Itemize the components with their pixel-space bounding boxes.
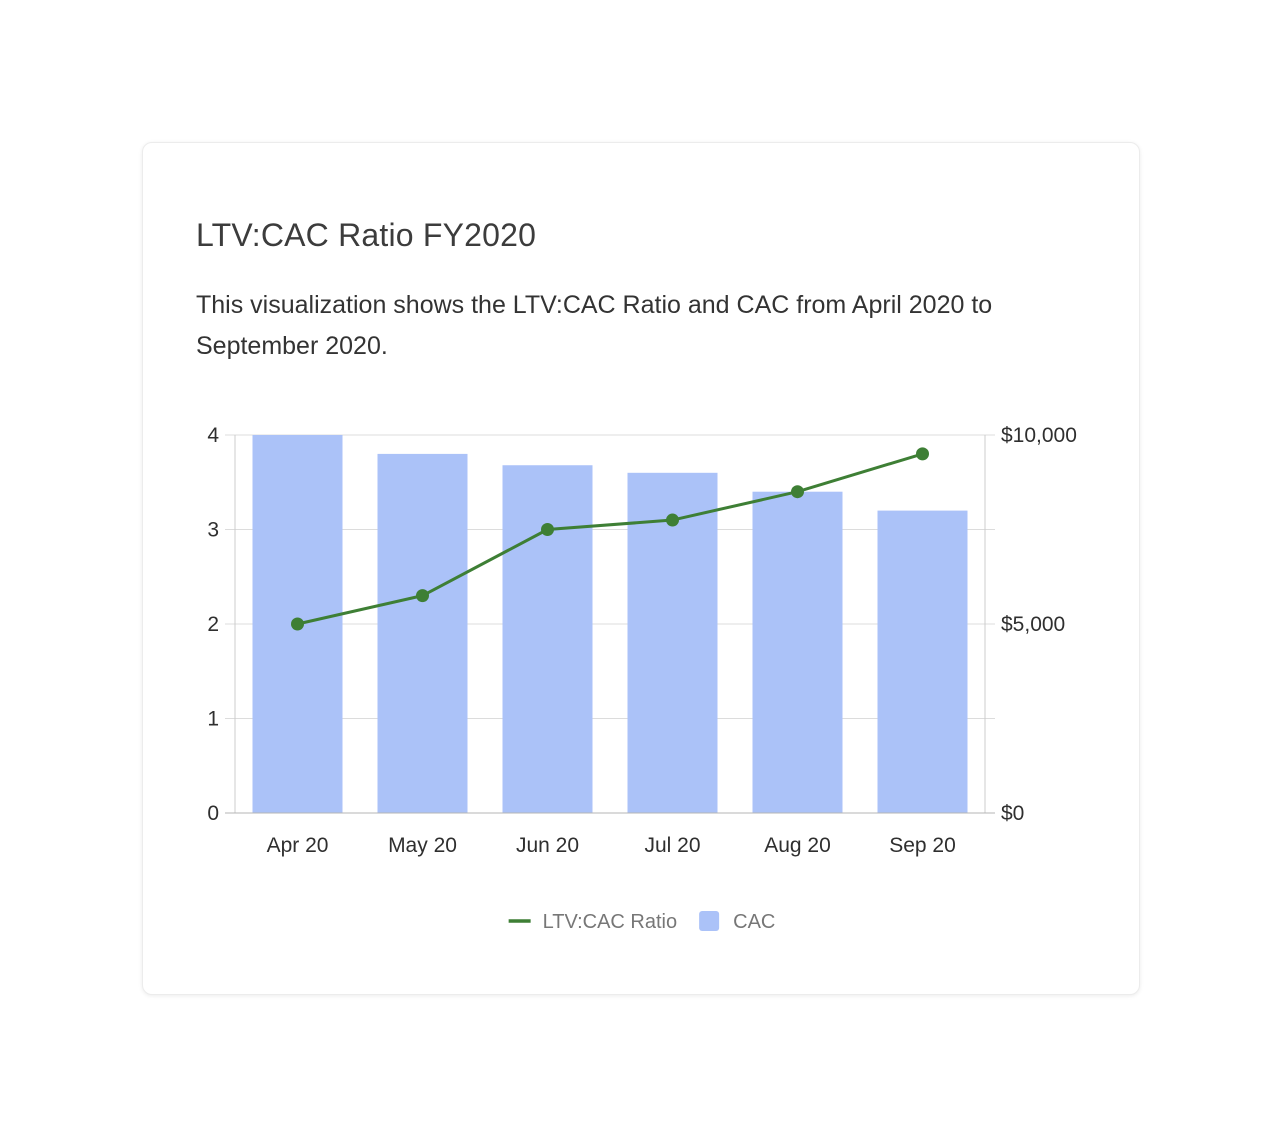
ltv-cac-point-aug-20: [791, 485, 804, 499]
x-tick-label: Aug 20: [764, 834, 831, 857]
right-tick-label: $10,000: [1001, 424, 1077, 447]
ltv-cac-ratio-line: [297, 452, 923, 626]
cac-bar-aug-20: [752, 491, 843, 813]
chart-description: This visualization shows the LTV:CAC Rat…: [196, 291, 993, 360]
ltv-cac-line: [291, 447, 929, 631]
cac-bar-may-20: [377, 453, 468, 813]
x-tick-label: Apr 20: [267, 834, 329, 857]
x-tick-label: May 20: [388, 834, 457, 857]
left-tick-label: 4: [207, 424, 219, 447]
right-tick-label: $0: [1001, 802, 1024, 825]
axes: [225, 435, 995, 814]
x-tick-label: Jun 20: [516, 834, 579, 857]
ltv-cac-point-apr-20: [291, 617, 304, 631]
left-tick-label: 3: [207, 519, 219, 542]
left-tick-label: 1: [207, 708, 219, 731]
legend-swatch-bar: [699, 911, 720, 931]
left-tick-label: 0: [207, 802, 219, 825]
ltv-cac-point-sep-20: [916, 447, 929, 461]
axis-labels: 0 1 2 3 4 $0 $5,000 $10,000 Apr 20 May 20 Jun 20 Ju…: [207, 424, 1077, 857]
chart-title: LTV:CAC Ratio FY2020: [196, 217, 537, 253]
legend: LTV:CAC Ratio CAC: [508, 911, 775, 933]
cac-bar-sep-20: [877, 510, 968, 813]
x-tick-label: Sep 20: [889, 834, 956, 857]
ltv-cac-point-may-20: [416, 589, 429, 603]
cac-bars: [252, 435, 968, 813]
cac-bar-jun-20: [502, 465, 593, 813]
ltv-cac-point-jun-20: [541, 523, 554, 536]
cac-bar-jul-20: [627, 472, 718, 813]
left-tick-label: 2: [207, 613, 219, 636]
legend-label-ltv-cac-ratio: LTV:CAC Ratio: [543, 911, 677, 933]
right-tick-label: $5,000: [1001, 613, 1065, 636]
ltv-cac-point-jul-20: [666, 513, 679, 527]
x-tick-label: Jul 20: [644, 834, 700, 857]
legend-label-cac: CAC: [733, 911, 775, 933]
